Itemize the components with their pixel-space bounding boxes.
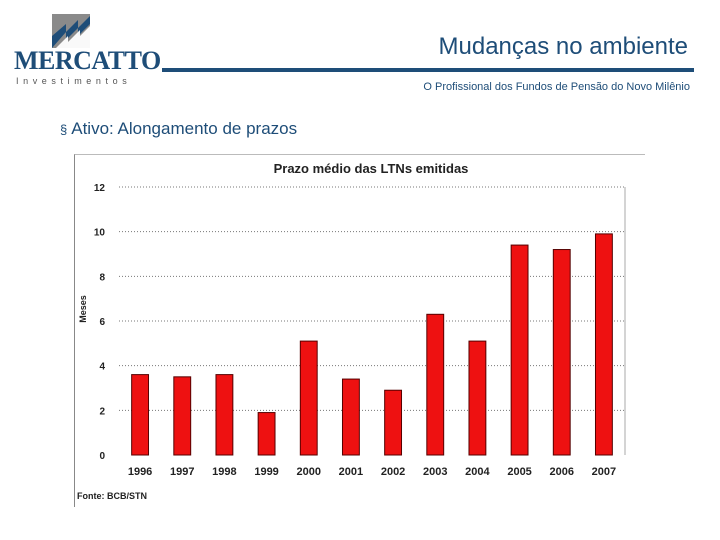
bullet-point: § Ativo: Alongamento de prazos xyxy=(60,118,297,141)
chart-source: Fonte: BCB/STN xyxy=(77,491,147,501)
bar-2003 xyxy=(426,313,445,456)
chart-container: Prazo médio das LTNs emitidas Meses Font… xyxy=(74,154,645,507)
y-tick-label: 4 xyxy=(99,362,105,373)
logo-tagline: Investimentos xyxy=(16,76,132,86)
bar-2000 xyxy=(299,340,318,456)
chart-title: Prazo médio das LTNs emitidas xyxy=(274,161,469,176)
y-tick-label: 12 xyxy=(94,183,106,194)
y-tick-label: 6 xyxy=(99,317,105,328)
x-tick-label: 2002 xyxy=(381,466,405,478)
logo-wordmark: MERCATTO xyxy=(14,46,161,75)
page-title: Mudanças no ambiente xyxy=(438,33,689,60)
bullet-text: Ativo: Alongamento de prazos xyxy=(71,119,298,138)
bars xyxy=(131,233,613,456)
logo-mark-icon xyxy=(52,14,90,48)
x-tick-label: 1998 xyxy=(212,466,236,478)
bullet-square-icon: § xyxy=(60,122,68,137)
x-tick-label: 2005 xyxy=(507,466,531,478)
title-divider xyxy=(162,68,694,72)
mercatto-logo: MERCATTO Investimentos xyxy=(14,14,161,86)
x-tick-labels: 1996 1997 1998 1999 2000 2001 2002 2003 2004 2005… xyxy=(128,466,616,478)
x-tick-label: 1999 xyxy=(254,466,278,478)
grid-lines xyxy=(119,186,626,455)
bar-2006 xyxy=(552,249,571,456)
bar-1997 xyxy=(173,376,192,456)
y-axis-label: Meses xyxy=(78,295,88,323)
x-tick-label: 2001 xyxy=(339,466,363,478)
x-tick-label: 2004 xyxy=(465,466,490,478)
x-tick-label: 1996 xyxy=(128,466,152,478)
page-subtitle: O Profissional dos Fundos de Pensão do N… xyxy=(423,81,690,93)
x-tick-label: 2003 xyxy=(423,466,447,478)
x-tick-label: 2000 xyxy=(297,466,321,478)
x-tick-label: 2007 xyxy=(592,466,616,478)
bar-1999 xyxy=(257,412,276,456)
bar-chart: Prazo médio das LTNs emitidas Meses Font… xyxy=(77,161,626,501)
y-tick-labels: 0 2 4 6 8 10 12 xyxy=(94,183,106,462)
y-tick-label: 0 xyxy=(99,451,105,462)
bar-1998 xyxy=(215,374,234,456)
bar-2004 xyxy=(468,340,487,456)
y-tick-label: 10 xyxy=(94,228,106,239)
bar-2005 xyxy=(510,244,529,456)
bar-2007 xyxy=(594,233,613,456)
bar-1996 xyxy=(131,374,150,456)
x-tick-label: 1997 xyxy=(170,466,194,478)
y-tick-label: 2 xyxy=(99,406,105,417)
x-tick-label: 2006 xyxy=(550,466,574,478)
y-tick-label: 8 xyxy=(99,272,105,283)
bar-2002 xyxy=(384,389,403,456)
bar-2001 xyxy=(341,378,360,456)
